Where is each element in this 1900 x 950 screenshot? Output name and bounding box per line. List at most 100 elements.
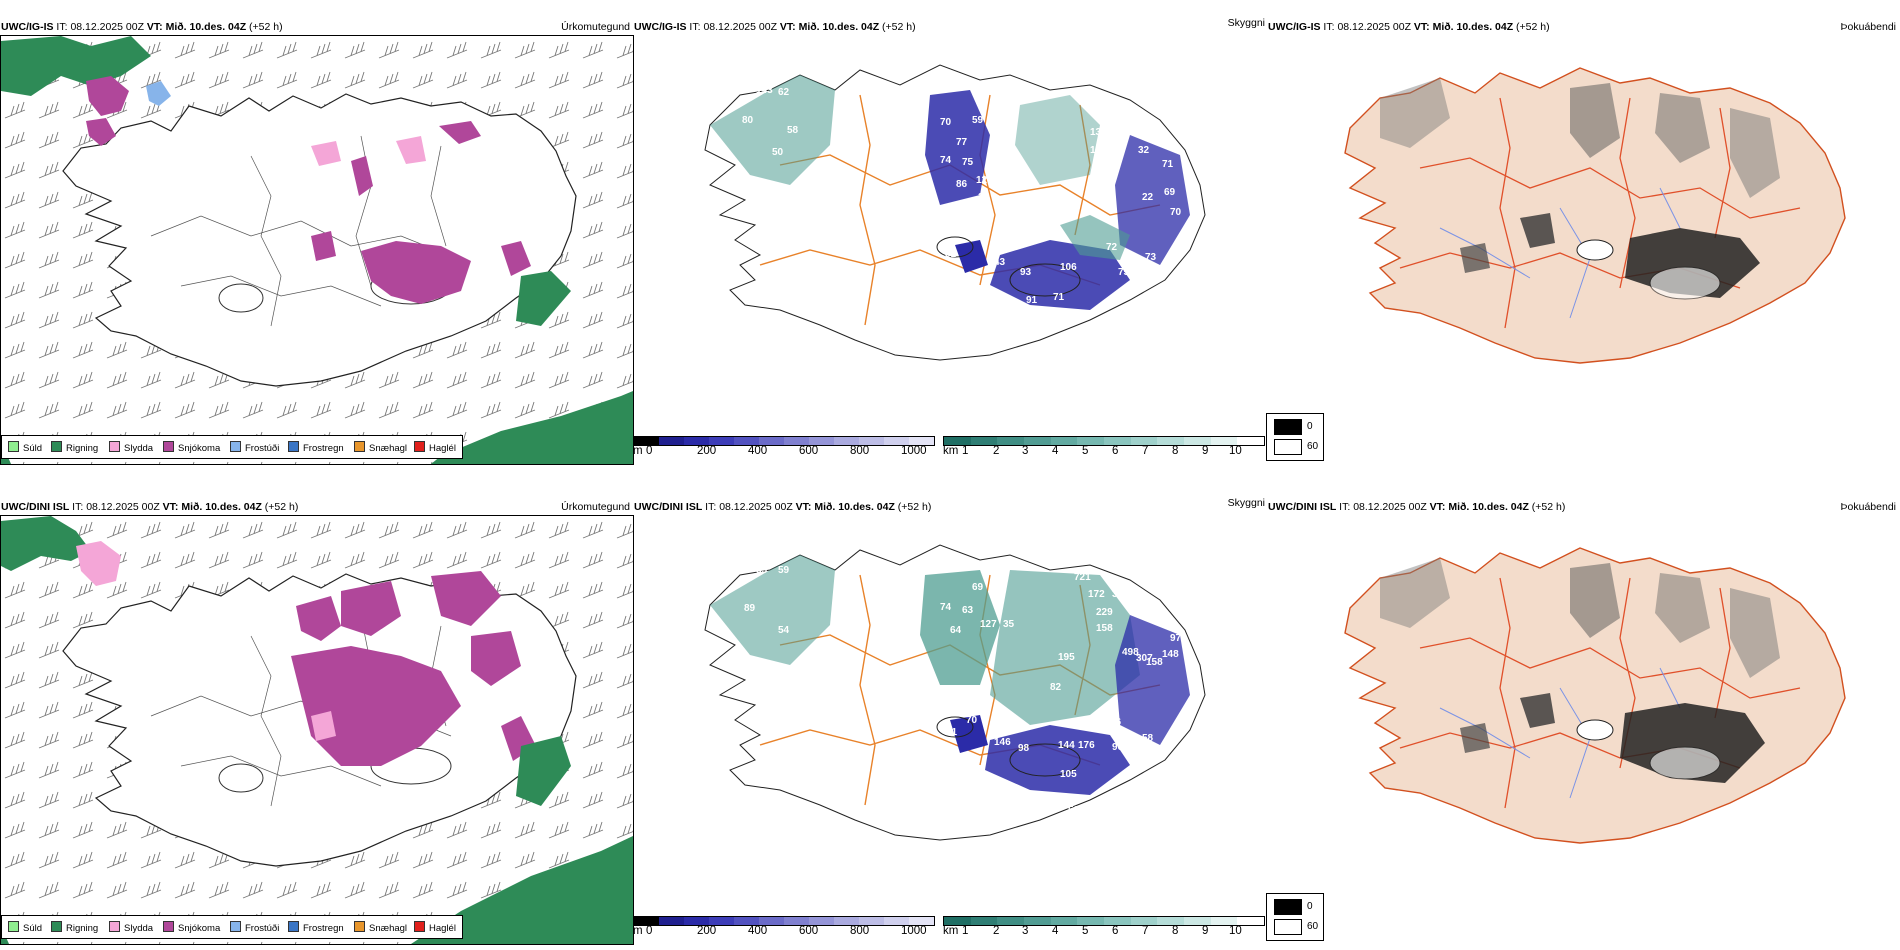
value-label: 22 bbox=[1142, 192, 1154, 203]
precip-map-canvas bbox=[1, 36, 633, 464]
cloud-labels-row2: 35 59 89 54 74 63 64 69 127 35 721 172 3… bbox=[744, 565, 1182, 816]
value-label: 58 bbox=[1142, 733, 1154, 744]
legend-swatch bbox=[163, 921, 174, 932]
value-label: 50 bbox=[1068, 805, 1080, 816]
cbar-tick: 400 bbox=[748, 925, 768, 937]
precip-panel-title: UWC/DINI ISL IT: 08.12.2025 00Z VT: Mið.… bbox=[1, 501, 299, 513]
visibility-colorbar-swatches bbox=[943, 916, 1265, 926]
cbar-unit: km bbox=[943, 925, 959, 937]
value-label: 70 bbox=[1170, 207, 1182, 218]
legend-swatch bbox=[109, 441, 120, 452]
cbar-cell bbox=[1104, 437, 1131, 445]
value-label: 64 bbox=[950, 625, 962, 636]
cbar-cell bbox=[659, 437, 684, 445]
cbar-cell bbox=[909, 917, 934, 925]
legend-swatch bbox=[288, 441, 299, 452]
precip-panel-title: UWC/IG-IS IT: 08.12.2025 00Z VT: Mið. 10… bbox=[1, 21, 283, 33]
legend-item-rigning: Rigning bbox=[51, 921, 98, 934]
value-label: 13 bbox=[1052, 215, 1064, 226]
cbar-cell bbox=[1104, 917, 1131, 925]
legend-item-snjokoma: Snjókoma bbox=[163, 441, 220, 454]
value-label: 195 bbox=[1058, 652, 1075, 663]
fog-legend-top: 0 bbox=[1307, 421, 1313, 432]
cbar-tick: 5 bbox=[1082, 925, 1089, 937]
visibility-ticks: km 1 2 3 4 5 6 7 8 9 10 bbox=[943, 925, 1265, 939]
value-label: 35 bbox=[756, 565, 768, 576]
cbar-tick: 1 bbox=[962, 925, 969, 937]
precip-panel-type: Úrkomutegund bbox=[561, 21, 630, 33]
value-label: 74 bbox=[940, 155, 952, 166]
cbar-tick: 6 bbox=[1112, 925, 1119, 937]
visibility-colorbar: km 1 2 3 4 5 6 7 8 9 10 bbox=[943, 436, 1265, 457]
value-label: 88 bbox=[990, 237, 1002, 248]
cbar-tick: 800 bbox=[850, 925, 870, 937]
cbar-cell bbox=[1157, 917, 1185, 925]
cbar-cell bbox=[884, 917, 909, 925]
legend-item-frostudi: Frostúði bbox=[230, 921, 279, 934]
elevation-colorbar-swatches bbox=[633, 436, 935, 446]
cbar-cell bbox=[859, 437, 884, 445]
fog-legend: 0 60 bbox=[1266, 893, 1324, 941]
legend-swatch bbox=[163, 441, 174, 452]
value-label: 69 bbox=[1164, 187, 1176, 198]
fog-legend: 0 60 bbox=[1266, 413, 1324, 461]
cloud-labels-row1: 80 143 62 58 50 70 77 74 75 59 126 86 23… bbox=[742, 85, 1182, 343]
value-label: 86 bbox=[956, 179, 968, 190]
cbar-tick: 1 bbox=[962, 445, 969, 457]
value-label: 75 bbox=[1138, 603, 1150, 614]
value-label: 36 bbox=[1118, 120, 1130, 131]
fog-map bbox=[1344, 67, 1846, 364]
legend-item-snaehagl: Snæhagl bbox=[354, 441, 407, 454]
value-label: 97 bbox=[1170, 633, 1182, 644]
cbar-cell bbox=[1210, 437, 1238, 445]
legend-swatch bbox=[354, 921, 365, 932]
cbar-cell bbox=[944, 437, 971, 445]
cbar-tick: 7 bbox=[1142, 445, 1149, 457]
cbar-cell bbox=[759, 917, 784, 925]
value-label: 381 bbox=[1112, 589, 1129, 600]
cbar-cell bbox=[834, 437, 859, 445]
cbar-cell bbox=[970, 437, 998, 445]
value-label: 50 bbox=[772, 147, 784, 158]
cbar-cell bbox=[1050, 917, 1078, 925]
value-label: 71 bbox=[1162, 159, 1174, 170]
cbar-cell bbox=[1050, 437, 1078, 445]
value-label: 38 bbox=[1062, 332, 1074, 343]
legend-swatch bbox=[230, 921, 241, 932]
value-label: 93 bbox=[1020, 267, 1032, 278]
value-label: 77 bbox=[956, 137, 968, 148]
cbar-cell bbox=[834, 917, 859, 925]
value-label: 23 bbox=[978, 192, 990, 203]
cbar-tick: 3 bbox=[1022, 445, 1029, 457]
value-label: 109 bbox=[1140, 275, 1157, 286]
row-1: UWC/IG-IS IT: 08.12.2025 00Z VT: Mið. 10… bbox=[0, 17, 1896, 465]
fog-legend-swatch-top bbox=[1274, 899, 1302, 915]
cbar-tick: 0 bbox=[646, 445, 653, 457]
precip-panel-type: Úrkomutegund bbox=[561, 501, 630, 513]
value-label: 74 bbox=[940, 602, 952, 613]
cbar-cell bbox=[684, 437, 709, 445]
cbar-cell bbox=[1184, 437, 1211, 445]
legend-item-snaehagl: Snæhagl bbox=[354, 921, 407, 934]
cbar-cell bbox=[1077, 437, 1105, 445]
value-label: 146 bbox=[994, 737, 1011, 748]
cbar-tick: 8 bbox=[1172, 925, 1179, 937]
cbar-tick: 1000 bbox=[901, 925, 927, 937]
legend-swatch bbox=[51, 921, 62, 932]
cbar-cell bbox=[684, 917, 709, 925]
elevation-colorbar: m 0 200 400 600 800 1000 bbox=[633, 916, 935, 937]
cbar-cell bbox=[709, 437, 734, 445]
legend-swatch bbox=[354, 441, 365, 452]
value-label: 98 bbox=[1018, 743, 1030, 754]
legend-item-slydda: Slydda bbox=[109, 441, 153, 454]
fog-panel-title: UWC/IG-IS IT: 08.12.2025 00Z VT: Mið. 10… bbox=[1268, 21, 1550, 33]
cbar-cell bbox=[734, 917, 759, 925]
fog-legend-top: 0 bbox=[1307, 901, 1313, 912]
fog-legend-bottom: 60 bbox=[1307, 921, 1319, 932]
legend-item-hagel: Haglél bbox=[414, 441, 456, 454]
cbar-cell bbox=[709, 917, 734, 925]
value-label: 54 bbox=[778, 625, 790, 636]
cbar-tick: 9 bbox=[1202, 445, 1209, 457]
cbar-tick: 2 bbox=[993, 925, 1000, 937]
legend-item-sudl: Súld bbox=[8, 921, 42, 934]
